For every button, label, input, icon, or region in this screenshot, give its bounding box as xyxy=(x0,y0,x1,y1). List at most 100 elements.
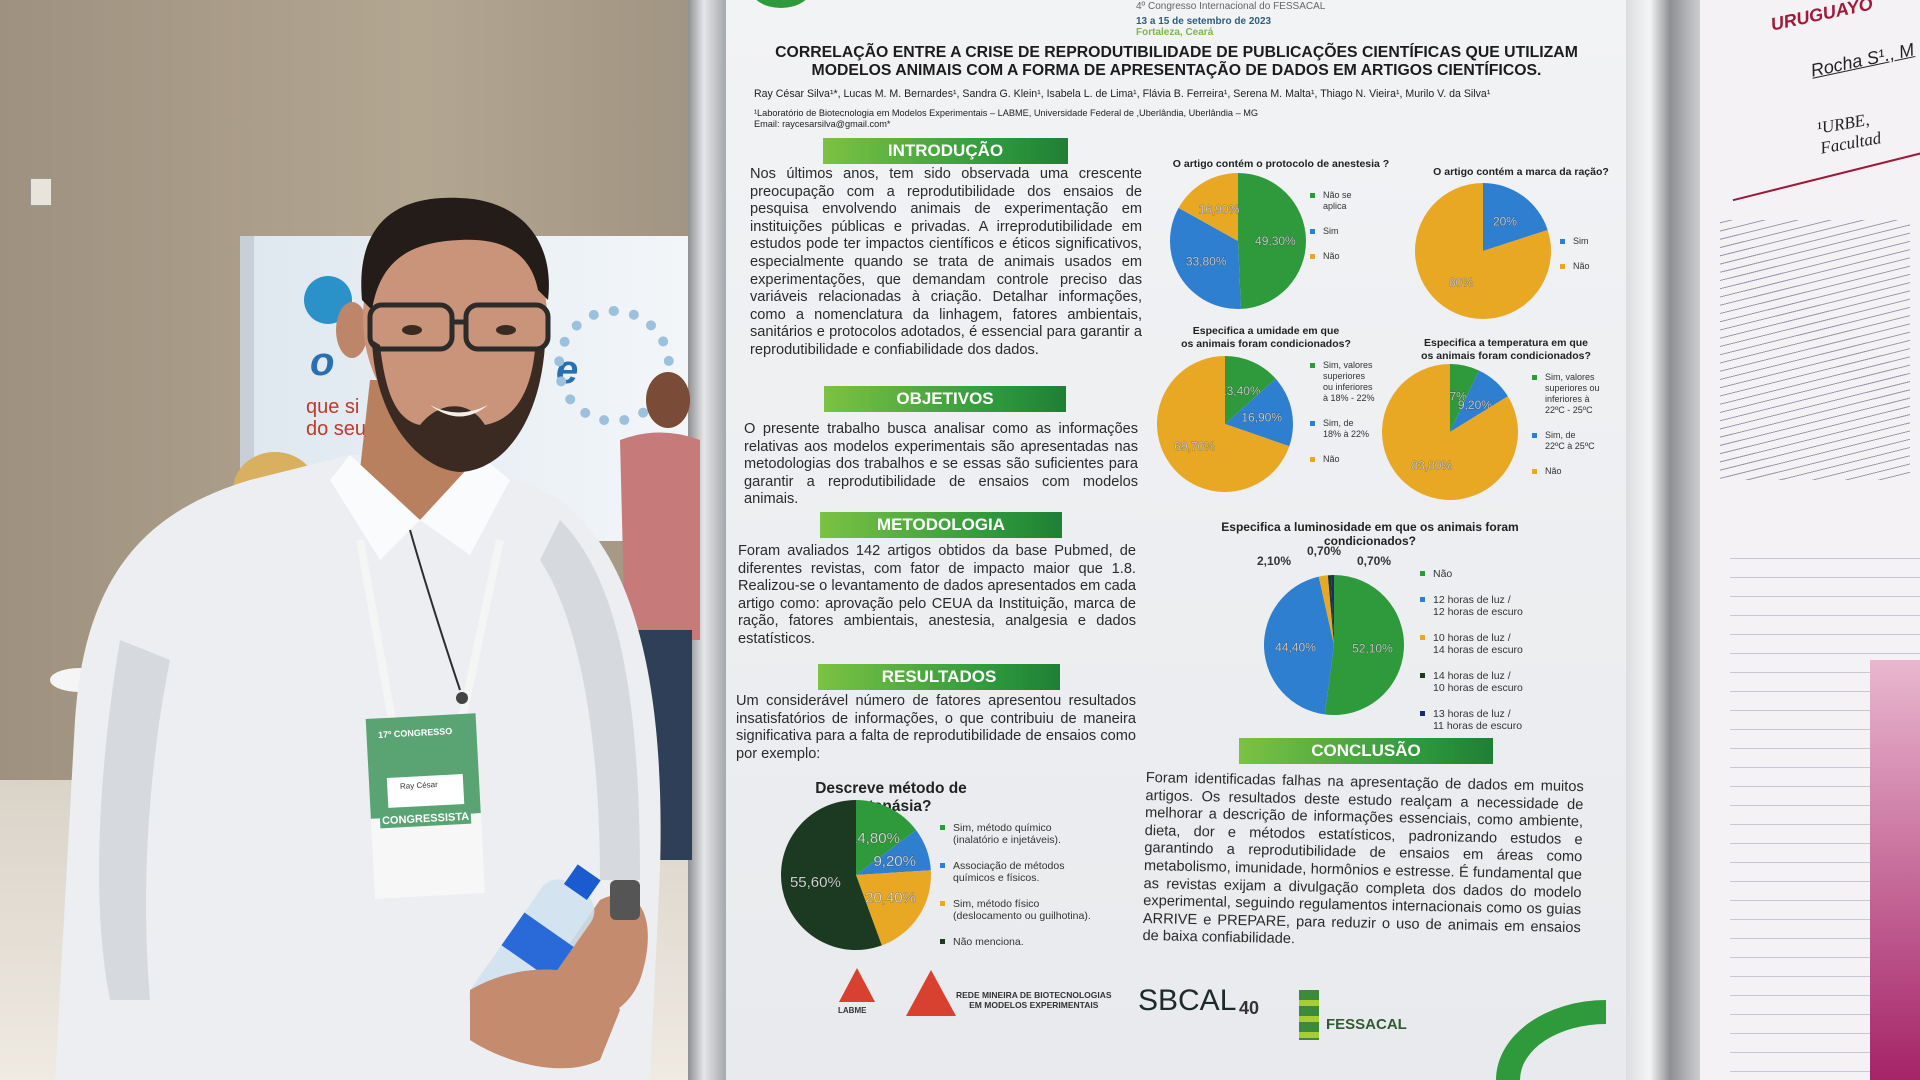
legend-swatch xyxy=(1532,375,1537,380)
adjacent-poster-authors: Rocha S¹., M xyxy=(1808,39,1916,81)
legend-swatch xyxy=(1420,597,1425,602)
event-dates: 13 a 15 de setembro de 2023 xyxy=(1136,16,1272,27)
data-label: 33,80% xyxy=(1186,255,1227,269)
data-label: 9,20% xyxy=(1458,398,1492,412)
legend-swatch xyxy=(1532,469,1537,474)
poster-email: Email: raycesarsilva@gmail.com* xyxy=(754,119,891,129)
badge xyxy=(365,713,485,899)
legend-item: Sim, método físico (deslocamento ou guil… xyxy=(940,898,1091,922)
legend-swatch xyxy=(1420,711,1425,716)
legend-item: Não se aplica xyxy=(1310,190,1352,212)
legend-item: Sim xyxy=(1560,236,1590,247)
chart-title: O artigo contém o protocolo de anestesia… xyxy=(1172,158,1390,170)
sbcal-logo: SBCAL xyxy=(1138,984,1237,1017)
legend-swatch xyxy=(1560,264,1565,269)
chart-legend: Sim, método químico (inalatório e injetá… xyxy=(940,822,1091,962)
data-label: 16,90% xyxy=(1199,203,1240,217)
man xyxy=(55,197,661,1080)
legend-label: Não se aplica xyxy=(1323,190,1352,211)
pie-slice xyxy=(1450,364,1479,432)
booth-graphic xyxy=(554,306,674,426)
legend-item: Não xyxy=(1310,251,1352,262)
section-heading-objectives: OBJETIVOS xyxy=(824,386,1066,412)
pie-slice xyxy=(856,800,917,875)
pie-chart-euthanasia: 14,80% 9,20% 20,40% 55,60% xyxy=(781,800,931,950)
wall-switch xyxy=(30,178,52,206)
booth-text: o xyxy=(310,340,335,384)
pie-chart-luminosity: 52,10% 44,40% 2,10% 0,70% 0,70% xyxy=(1257,544,1404,715)
adjacent-poster-affiliation: ¹URBE, Facultad xyxy=(1815,109,1883,158)
legend-item: Não xyxy=(1420,568,1523,580)
legend-item: 10 horas de luz / 14 horas de escuro xyxy=(1420,632,1523,656)
methods-text: Foram avaliados 142 artigos obtidos da b… xyxy=(738,543,1136,647)
data-label: 69,70% xyxy=(1174,440,1215,454)
conclusion-text: Foram identificadas falhas na apresentaç… xyxy=(1142,770,1584,948)
legend-label: Sim xyxy=(1573,236,1589,246)
hand xyxy=(470,969,620,1069)
pie-slice xyxy=(1415,183,1551,319)
chart-title: Especifica a umidade em que os animais f… xyxy=(1181,325,1351,350)
legend-label: 14 horas de luz / 10 horas de escuro xyxy=(1433,670,1523,694)
divider xyxy=(1732,150,1920,202)
labme-logo-icon xyxy=(839,968,875,1002)
pie-slice xyxy=(1157,356,1290,492)
legend-label: Não xyxy=(1573,261,1590,271)
pie-chart-feed-brand: 20% 80% xyxy=(1415,183,1551,319)
legend-label: Sim, de 18% à 22% xyxy=(1323,418,1370,439)
rede-logo-icon xyxy=(906,970,956,1016)
legend-swatch xyxy=(1420,673,1425,678)
legend-swatch xyxy=(1310,421,1315,426)
legend-item: Associação de métodos químicos e físicos… xyxy=(940,860,1091,884)
legend-item: Sim, de 18% à 22% xyxy=(1310,418,1375,440)
data-label: 55,60% xyxy=(790,874,841,891)
data-label: 9,20% xyxy=(873,853,916,870)
legend-item: Sim, método químico (inalatório e injetá… xyxy=(940,822,1091,846)
legend-item: 12 horas de luz / 12 horas de escuro xyxy=(1420,594,1523,618)
legend-item: Sim xyxy=(1310,226,1352,237)
legend-label: Sim, método químico (inalatório e injetá… xyxy=(953,822,1061,846)
legend-swatch xyxy=(940,939,945,944)
section-heading-results: RESULTADOS xyxy=(818,664,1060,690)
legend-swatch xyxy=(940,863,945,868)
chart-title: Especifica a luminosidade em que os anim… xyxy=(1221,520,1519,548)
rede-mineira-logo: REDE MINEIRA DE BIOTECNOLOGIAS EM MODELO… xyxy=(956,990,1112,1010)
legend-label: 10 horas de luz / 14 horas de escuro xyxy=(1433,632,1523,656)
adjacent-poster-title: URUGUAYO xyxy=(1768,0,1875,35)
legend-item: 13 horas de luz / 11 horas de escuro xyxy=(1420,708,1523,732)
booth-text: que si do seu xyxy=(306,396,367,440)
legend-swatch xyxy=(1310,254,1315,259)
adjacent-poster-text xyxy=(1720,220,1910,480)
pie-slice xyxy=(1483,183,1548,251)
data-label: 16,90% xyxy=(1241,411,1282,425)
section-heading-conclusion: CONCLUSÃO xyxy=(1239,738,1493,764)
poster-stand-pole xyxy=(1626,0,1706,1080)
pie-slice xyxy=(1382,364,1518,500)
legend-item: Não menciona. xyxy=(940,936,1091,948)
data-label: 20% xyxy=(1493,215,1517,229)
pie-slice xyxy=(1178,173,1238,241)
legend-item: 14 horas de luz / 10 horas de escuro xyxy=(1420,670,1523,694)
legend-item: Não xyxy=(1310,454,1375,465)
chart-legend: Sim, valores superiores ou inferiores à … xyxy=(1310,360,1375,479)
pie-slice xyxy=(1225,356,1276,424)
results-text: Um considerável número de fatores aprese… xyxy=(736,693,1136,762)
pie-slice xyxy=(856,870,931,946)
pie-slice xyxy=(1318,575,1334,645)
intro-text: Nos últimos anos, tem sido observada uma… xyxy=(750,166,1142,358)
legend-item: Não xyxy=(1532,466,1600,477)
data-label: 2,10% xyxy=(1257,554,1291,568)
adjacent-poster-table-highlight xyxy=(1870,660,1920,1080)
section-heading-intro: INTRODUÇÃO xyxy=(823,138,1068,164)
adjacent-poster: URUGUAYO Rocha S¹., M ¹URBE, Facultad xyxy=(1700,0,1920,1080)
data-label: 80% xyxy=(1449,275,1473,289)
legend-label: Não xyxy=(1545,466,1562,476)
pie-slice xyxy=(1330,575,1334,645)
legend-swatch xyxy=(1310,193,1315,198)
labme-logo: LABME xyxy=(838,1006,867,1015)
legend-label: 13 horas de luz / 11 horas de escuro xyxy=(1433,708,1523,732)
legend-label: Não xyxy=(1323,251,1340,261)
data-label: 83,80% xyxy=(1411,459,1452,473)
pie-slice xyxy=(1170,207,1241,309)
legend-swatch xyxy=(1420,571,1425,576)
fessacal-logo-icon xyxy=(1299,990,1319,1040)
